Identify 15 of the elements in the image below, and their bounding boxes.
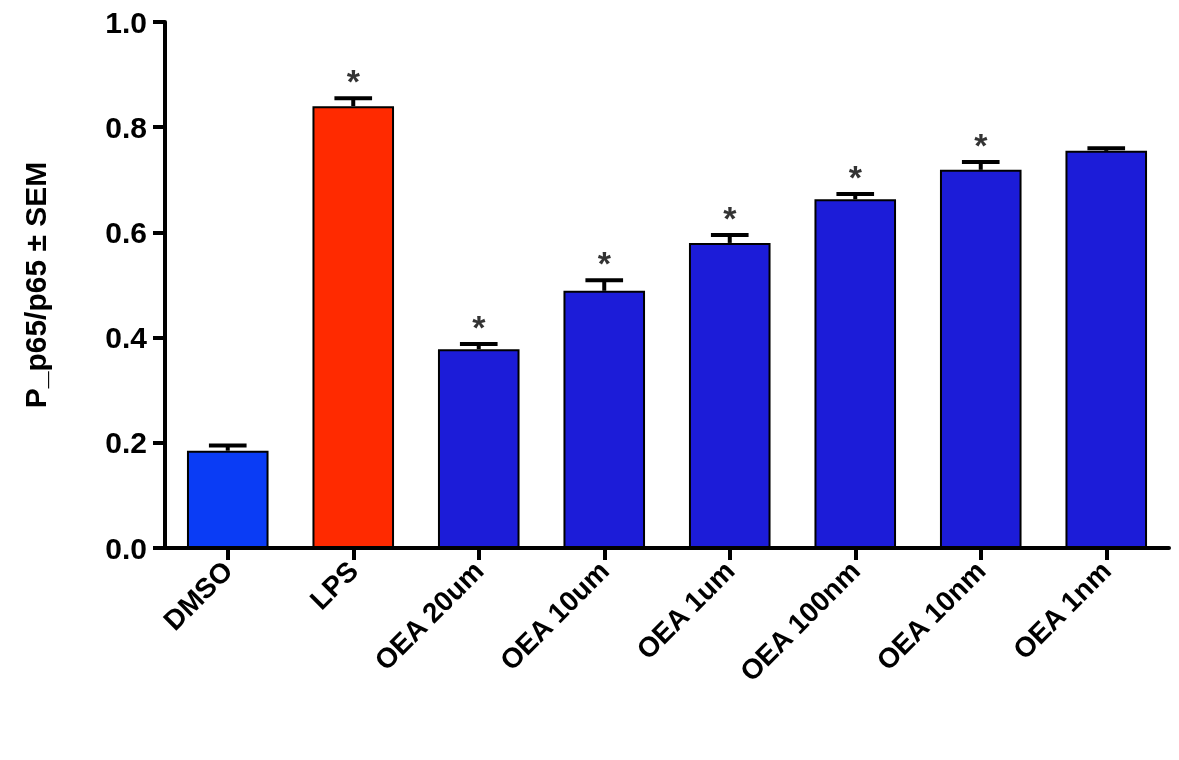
y-tick-label: 0.8 [105, 110, 147, 144]
x-tick-label: OEA 1nm [1006, 555, 1118, 666]
annotation: * [346, 62, 361, 101]
y-tick-label: 0.6 [105, 215, 147, 249]
y-axis-title: P_p65/p65 ± SEM [18, 161, 52, 409]
annotation: * [848, 158, 863, 196]
annotation: * [974, 125, 989, 164]
y-tick-label: 1.0 [105, 5, 147, 39]
annotation: * [597, 244, 612, 283]
annotation: * [472, 307, 487, 346]
y-tick-label: 0.0 [105, 531, 147, 565]
y-tick-label: 0.4 [105, 321, 148, 355]
y-tick-label: 0.2 [105, 426, 147, 460]
x-tick-label: OEA 1um [630, 555, 741, 666]
annotation: * [723, 199, 738, 238]
